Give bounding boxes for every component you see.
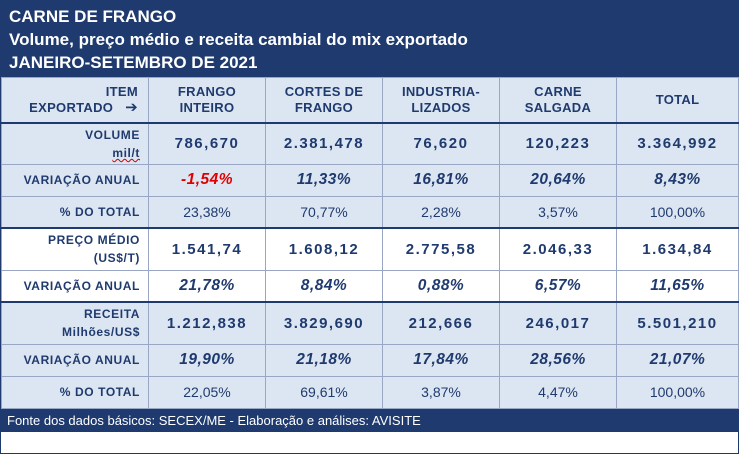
table-cell: 76,620 bbox=[382, 122, 500, 165]
table-cell: 3,57% bbox=[499, 195, 617, 229]
table-cell: 3,87% bbox=[382, 375, 500, 409]
table-cell: 3.829,690 bbox=[265, 301, 383, 345]
table-cell: 70,77% bbox=[265, 195, 383, 229]
table-cell: 8,43% bbox=[616, 163, 739, 197]
table-row-revenue-share: % DO TOTAL 22,05% 69,61% 3,87% 4,47% 100… bbox=[1, 375, 739, 409]
source-footer: Fonte dos dados básicos: SECEX/ME - Elab… bbox=[1, 408, 738, 432]
table-row-revenue-variation: VARIAÇÃO ANUAL 19,90% 21,18% 17,84% 28,5… bbox=[1, 343, 739, 377]
row-label: RECEITA Milhões/US$ bbox=[1, 301, 149, 345]
exported-label: EXPORTADO bbox=[29, 100, 114, 115]
table-cell: 11,65% bbox=[616, 269, 739, 303]
table-cell: 21,78% bbox=[148, 269, 266, 303]
table-cell: 21,07% bbox=[616, 343, 739, 377]
table-cell: -1,54% bbox=[148, 163, 266, 197]
table-row-price-variation: VARIAÇÃO ANUAL 21,78% 8,84% 0,88% 6,57% … bbox=[1, 269, 739, 303]
row-label: VARIAÇÃO ANUAL bbox=[1, 269, 149, 303]
row-label: PREÇO MÉDIO (US$/T) bbox=[1, 227, 149, 271]
table-cell: 22,05% bbox=[148, 375, 266, 409]
column-header: FRANGO INTEIRO bbox=[148, 77, 266, 124]
table-cell: 212,666 bbox=[382, 301, 500, 345]
arrow-right-icon: ➔ bbox=[125, 99, 138, 116]
table-cell: 69,61% bbox=[265, 375, 383, 409]
table-cell: 2.381,478 bbox=[265, 122, 383, 165]
table-row-volume-share: % DO TOTAL 23,38% 70,77% 2,28% 3,57% 100… bbox=[1, 195, 739, 229]
table-row-volume-variation: VARIAÇÃO ANUAL -1,54% 11,33% 16,81% 20,6… bbox=[1, 163, 739, 197]
table-cell: 16,81% bbox=[382, 163, 500, 197]
column-header: INDUSTRIA- LIZADOS bbox=[382, 77, 500, 124]
table-cell: 23,38% bbox=[148, 195, 266, 229]
table-row-volume: VOLUME mil/t 786,670 2.381,478 76,620 120… bbox=[1, 122, 739, 165]
column-header: CORTES DE FRANGO bbox=[265, 77, 383, 124]
row-label: % DO TOTAL bbox=[1, 375, 149, 409]
table-cell: 20,64% bbox=[499, 163, 617, 197]
item-label: ITEM bbox=[105, 84, 138, 99]
table-cell: 21,18% bbox=[265, 343, 383, 377]
table-cell: 5.501,210 bbox=[616, 301, 739, 345]
column-header: CARNE SALGADA bbox=[499, 77, 617, 124]
table-cell: 3.364,992 bbox=[616, 122, 739, 165]
row-label: VOLUME mil/t bbox=[1, 122, 149, 165]
table-cell: 1.541,74 bbox=[148, 227, 266, 271]
table-cell: 19,90% bbox=[148, 343, 266, 377]
table-cell: 100,00% bbox=[616, 195, 739, 229]
row-label: % DO TOTAL bbox=[1, 195, 149, 229]
table-cell: 2,28% bbox=[382, 195, 500, 229]
table-row-revenue: RECEITA Milhões/US$ 1.212,838 3.829,690 2… bbox=[1, 301, 739, 345]
table-cell: 28,56% bbox=[499, 343, 617, 377]
table-cell: 1.212,838 bbox=[148, 301, 266, 345]
table-cell: 4,47% bbox=[499, 375, 617, 409]
table-cell: 8,84% bbox=[265, 269, 383, 303]
table-cell: 1.634,84 bbox=[616, 227, 739, 271]
table-cell: 246,017 bbox=[499, 301, 617, 345]
table-cell: 120,223 bbox=[499, 122, 617, 165]
title-subtitle: Volume, preço médio e receita cambial do… bbox=[9, 30, 468, 49]
table-cell: 11,33% bbox=[265, 163, 383, 197]
row-label: VARIAÇÃO ANUAL bbox=[1, 163, 149, 197]
table-cell: 100,00% bbox=[616, 375, 739, 409]
row-label: VARIAÇÃO ANUAL bbox=[1, 343, 149, 377]
item-exported-header: ITEM EXPORTADO ➔ bbox=[1, 77, 149, 124]
title-main: CARNE DE FRANGO bbox=[9, 7, 177, 26]
table-cell: 1.608,12 bbox=[265, 227, 383, 271]
table-cell: 0,88% bbox=[382, 269, 500, 303]
export-mix-table: ITEM EXPORTADO ➔ FRANGO INTEIRO CORTES DE… bbox=[1, 77, 739, 409]
table-cell: 2.046,33 bbox=[499, 227, 617, 271]
table-cell: 786,670 bbox=[148, 122, 266, 165]
title-block: CARNE DE FRANGO Volume, preço médio e re… bbox=[1, 1, 738, 77]
table-row-price: PREÇO MÉDIO (US$/T) 1.541,74 1.608,12 2.7… bbox=[1, 227, 739, 271]
header-row: ITEM EXPORTADO ➔ FRANGO INTEIRO CORTES DE… bbox=[1, 77, 739, 124]
table-cell: 6,57% bbox=[499, 269, 617, 303]
title-period: JANEIRO-SETEMBRO DE 2021 bbox=[9, 53, 258, 72]
table-cell: 2.775,58 bbox=[382, 227, 500, 271]
column-header: TOTAL bbox=[616, 77, 739, 124]
table-cell: 17,84% bbox=[382, 343, 500, 377]
